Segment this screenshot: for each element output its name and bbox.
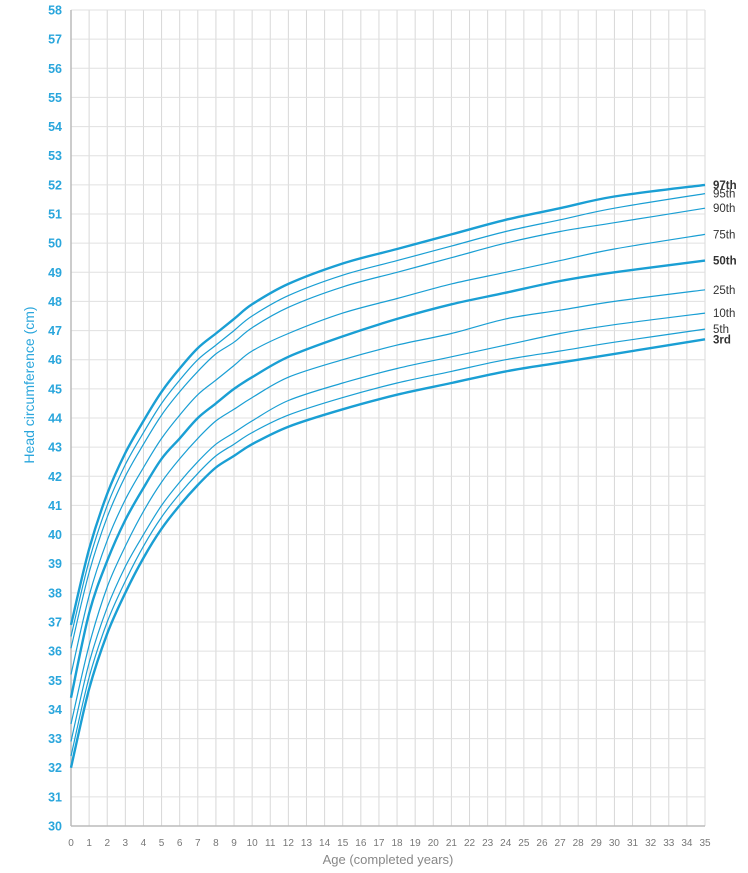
percentile-label-10th: 10th xyxy=(713,308,735,320)
y-tick-label: 41 xyxy=(48,499,62,513)
y-tick-label: 30 xyxy=(48,820,62,834)
x-axis-title: Age (completed years) xyxy=(323,852,454,867)
x-tick-label: 32 xyxy=(645,838,657,849)
x-tick-label: 18 xyxy=(391,838,403,849)
y-tick-label: 44 xyxy=(48,412,62,426)
y-tick-label: 46 xyxy=(48,353,62,367)
x-tick-label: 13 xyxy=(301,838,313,849)
x-tick-label: 11 xyxy=(265,838,276,849)
y-tick-label: 38 xyxy=(48,586,62,600)
x-tick-label: 7 xyxy=(195,838,201,849)
x-tick-label: 0 xyxy=(68,838,74,849)
x-tick-label: 31 xyxy=(627,838,639,849)
x-tick-label: 27 xyxy=(555,838,567,849)
percentile-label-25th: 25th xyxy=(713,285,735,297)
y-tick-label: 34 xyxy=(48,703,62,717)
x-tick-label: 24 xyxy=(500,838,512,849)
percentile-line-50th xyxy=(69,259,706,699)
y-tick-label: 56 xyxy=(48,62,62,76)
percentile-label-95th: 95th xyxy=(713,189,735,201)
x-tick-label: 17 xyxy=(373,838,385,849)
y-tick-label: 43 xyxy=(48,441,62,455)
y-tick-label: 37 xyxy=(48,616,62,630)
y-tick-label: 32 xyxy=(48,761,62,775)
axes: 0 1 2 3 4 5 6 7 8 9 10 11 12 13 14 15 16 17 18 19 20 21 22 23 24… xyxy=(48,4,711,850)
y-tick-label: 35 xyxy=(48,674,62,688)
x-tick-label: 22 xyxy=(464,838,476,849)
x-tick-label: 35 xyxy=(699,838,711,849)
y-tick-label: 47 xyxy=(48,324,62,338)
x-tick-label: 21 xyxy=(446,838,458,849)
x-tick-label: 8 xyxy=(213,838,219,849)
x-tick-label: 23 xyxy=(482,838,494,849)
y-tick-label: 58 xyxy=(48,4,62,18)
percentile-line-3rd xyxy=(69,338,706,768)
x-tick-label: 5 xyxy=(159,838,165,849)
y-axis-title: Head circumference (cm) xyxy=(21,306,37,463)
percentile-label-50th: 50th xyxy=(713,256,737,268)
y-tick-label: 54 xyxy=(48,120,62,134)
y-tick-label: 40 xyxy=(48,528,62,542)
x-tick-label: 33 xyxy=(663,838,675,849)
x-tick-label: 12 xyxy=(283,838,295,849)
x-tick-label: 34 xyxy=(681,838,693,849)
y-tick-label: 49 xyxy=(48,266,62,280)
x-tick-label: 30 xyxy=(609,838,621,849)
x-tick-label: 10 xyxy=(247,838,259,849)
x-tick-label: 1 xyxy=(86,838,92,849)
percentile-line-25th xyxy=(70,289,706,725)
x-tick-label: 19 xyxy=(410,838,422,849)
y-tick-label: 50 xyxy=(48,237,62,251)
grid xyxy=(71,9,706,826)
x-tick-label: 9 xyxy=(231,838,237,849)
percentile-label-90th: 90th xyxy=(713,203,735,215)
y-tick-label: 45 xyxy=(48,382,62,396)
percentile-line-5th xyxy=(70,328,706,757)
percentile-label-97th: 97th xyxy=(713,180,737,192)
percentile-line-75th xyxy=(70,233,706,675)
x-tick-label: 4 xyxy=(141,838,147,849)
y-tick-label: 55 xyxy=(48,91,62,105)
percentile-line-10th xyxy=(70,312,706,742)
y-tick-label: 39 xyxy=(48,557,62,571)
x-tick-label: 25 xyxy=(518,838,530,849)
percentile-line-97th xyxy=(69,183,706,626)
x-tick-label: 14 xyxy=(319,838,331,849)
x-tick-label: 2 xyxy=(104,838,110,849)
x-tick-label: 3 xyxy=(123,838,129,849)
y-tick-label: 33 xyxy=(48,732,62,746)
y-tick-label: 36 xyxy=(48,645,62,659)
y-tick-label: 42 xyxy=(48,470,62,484)
x-tick-label: 26 xyxy=(536,838,548,849)
x-tick-label: 20 xyxy=(428,838,440,849)
x-tick-label: 16 xyxy=(355,838,367,849)
x-tick-label: 28 xyxy=(573,838,585,849)
y-tick-label: 48 xyxy=(48,295,62,309)
x-tick-label: 15 xyxy=(337,838,349,849)
y-tick-label: 51 xyxy=(48,208,62,222)
percentile-label-5th: 5th xyxy=(713,324,729,336)
percentile-label-3rd: 3rd xyxy=(713,334,731,346)
y-tick-label: 52 xyxy=(48,178,62,192)
percentile-lines xyxy=(69,183,706,768)
x-tick-label: 6 xyxy=(177,838,183,849)
x-tick-label: 29 xyxy=(591,838,603,849)
percentile-line-90th xyxy=(70,207,706,649)
percentile-label-75th: 75th xyxy=(713,229,735,241)
y-tick-label: 31 xyxy=(48,790,62,804)
percentile-line-95th xyxy=(70,193,706,637)
y-tick-label: 57 xyxy=(48,33,62,47)
y-tick-label: 53 xyxy=(48,149,62,163)
